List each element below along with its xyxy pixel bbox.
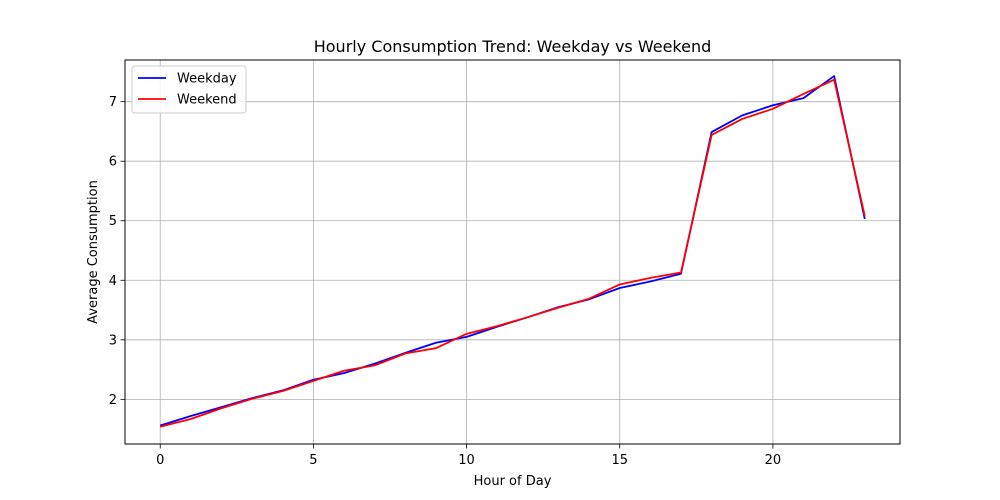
x-axis-label: Hour of Day <box>474 474 552 489</box>
legend-entry-weekend: Weekend <box>177 93 237 108</box>
series-lines <box>159 75 866 428</box>
series-line-weekday <box>159 75 866 427</box>
x-tick-label-4: 20 <box>765 453 782 468</box>
x-tick-label-1: 5 <box>309 453 317 468</box>
series-line-weekend <box>160 78 866 428</box>
x-tick-label-2: 10 <box>458 453 475 468</box>
grid-lines <box>125 60 900 444</box>
y-axis-label: Average Consumption <box>86 180 101 324</box>
y-tick-label-2: 4 <box>109 274 117 289</box>
x-tick-label-3: 15 <box>611 453 628 468</box>
y-tick-label-1: 3 <box>109 333 117 348</box>
y-tick-label-4: 6 <box>109 155 117 170</box>
axis-ticks: 0 5 10 15 20 2 3 4 5 6 7 <box>109 95 781 468</box>
plot-frame <box>124 59 901 445</box>
legend: Weekday Weekend <box>131 65 247 114</box>
chart-title: Hourly Consumption Trend: Weekday vs Wee… <box>314 37 712 56</box>
y-tick-label-5: 7 <box>109 95 117 110</box>
legend-entry-weekday: Weekday <box>177 72 237 87</box>
x-tick-label-0: 0 <box>156 453 164 468</box>
y-tick-label-3: 5 <box>109 214 117 229</box>
y-tick-label-0: 2 <box>109 393 117 408</box>
